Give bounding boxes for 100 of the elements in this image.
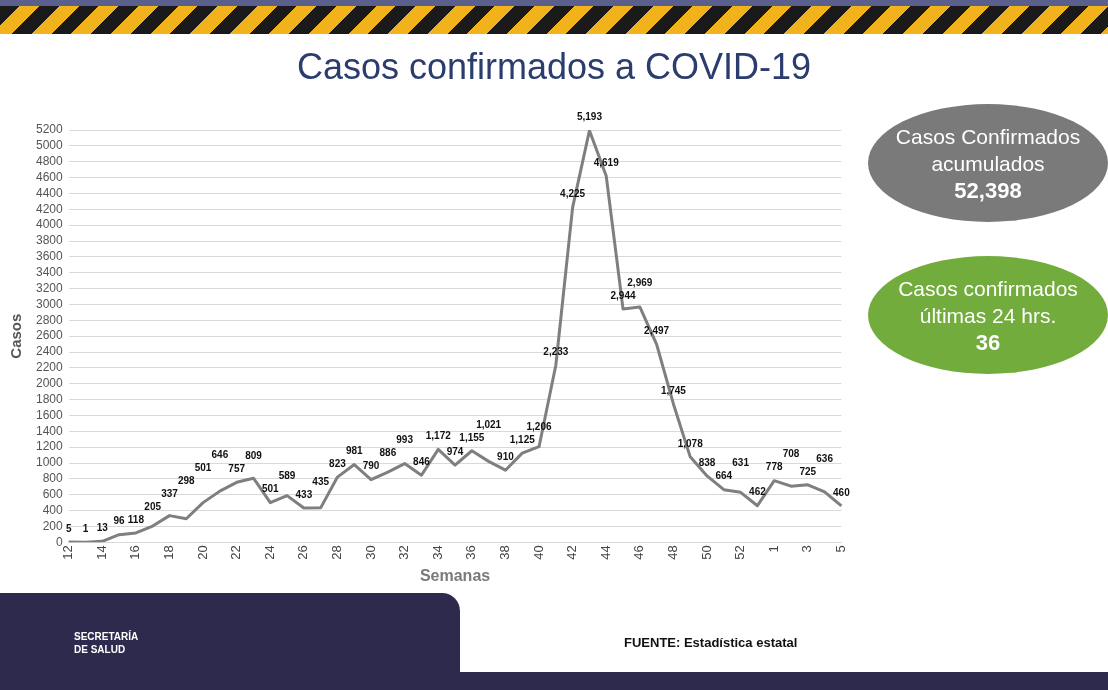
text: SECRETARÍA DE SALUD	[74, 630, 139, 656]
text: 337	[161, 487, 178, 499]
y-tick-label: 3400	[35, 265, 64, 280]
text: 2,944	[610, 289, 636, 301]
y-tick-label: 200	[42, 518, 64, 533]
text: 646	[211, 448, 229, 460]
x-tick-label: 34	[429, 545, 445, 560]
text: 631	[732, 457, 749, 469]
text: 435	[312, 475, 330, 487]
text: 790	[362, 460, 380, 472]
y-tick-label: 3600	[35, 249, 64, 264]
text: 433	[295, 488, 313, 500]
y-tick-label: 1600	[35, 407, 64, 422]
x-tick-label: 36	[463, 545, 479, 560]
text: 4,225	[560, 188, 586, 200]
y-tick-label: 3800	[35, 233, 64, 248]
x-tick-label: 52	[732, 545, 748, 560]
y-tick-label: 600	[42, 487, 64, 502]
y-tick-label: 1000	[35, 455, 64, 470]
text: 886	[379, 447, 397, 459]
text: 974	[446, 445, 464, 457]
x-tick-label: 3	[799, 545, 815, 553]
source-note: FUENTE: Estadística estatal	[624, 635, 798, 650]
y-tick-label: 4400	[35, 185, 64, 200]
x-tick-label: 5	[832, 545, 848, 553]
text: 993	[396, 434, 413, 446]
text: 910	[497, 450, 514, 462]
x-tick-label: 1	[765, 545, 781, 553]
text: 1	[82, 523, 89, 535]
text: 846	[413, 456, 430, 468]
y-tick-label: 800	[42, 471, 64, 486]
x-tick-label: 44	[597, 545, 613, 560]
text: 636	[816, 452, 833, 464]
oval-badge: Casos Confirmados acumulados 52,398	[868, 104, 1108, 222]
oval-badge: Casos confirmados últimas 24 hrs. 36	[868, 256, 1108, 374]
y-tick-label: 5200	[35, 122, 64, 137]
chart-title: Casos confirmados a COVID-19	[295, 46, 813, 88]
text: 838	[698, 456, 716, 468]
text: 823	[329, 457, 346, 469]
text: 1,206	[526, 420, 552, 432]
text: 2,497	[644, 325, 670, 337]
text: 205	[144, 500, 162, 512]
text: 1,155	[459, 431, 485, 443]
text: 664	[715, 470, 733, 482]
y-tick-label: 1400	[35, 423, 64, 438]
x-tick-label: 28	[329, 545, 345, 560]
x-tick-label: 30	[362, 545, 378, 560]
y-tick-label: 2400	[35, 344, 64, 359]
text: 13	[96, 522, 108, 534]
y-tick-label: 3000	[35, 296, 64, 311]
text: 809	[245, 450, 262, 462]
text: 778	[765, 461, 783, 473]
text: 981	[345, 445, 363, 457]
text: 708	[782, 448, 800, 460]
y-tick-label: 4200	[35, 201, 64, 216]
x-tick-label: 22	[228, 545, 244, 560]
y-tick-label: 4000	[35, 217, 64, 232]
y-tick-label: 2800	[35, 312, 64, 327]
y-tick-label: 4600	[35, 169, 64, 184]
x-tick-label: 50	[698, 545, 714, 560]
text: 725	[799, 465, 817, 477]
text: 5	[65, 522, 72, 534]
x-tick-label: 48	[665, 545, 680, 560]
text: 501	[194, 461, 212, 473]
text: 1,078	[677, 437, 703, 449]
text: 1,172	[425, 430, 451, 442]
text: 1,125	[509, 433, 535, 445]
text: 5,193	[576, 111, 602, 123]
text: 589	[278, 470, 296, 482]
x-tick-label: 14	[93, 545, 109, 560]
x-tick-label: 38	[497, 545, 513, 560]
x-tick-label: 26	[295, 545, 311, 560]
x-tick-label: 42	[564, 545, 580, 560]
text: 501	[261, 483, 279, 495]
x-tick-label: 40	[530, 545, 546, 560]
y-tick-label: 3200	[35, 280, 64, 295]
text: 298	[177, 474, 195, 486]
x-axis-title: Semanas	[419, 566, 491, 584]
text: 1,021	[476, 418, 502, 430]
y-tick-label: 400	[42, 502, 64, 517]
text: 460	[833, 486, 850, 498]
x-tick-label: 16	[127, 545, 143, 560]
y-tick-label: 1200	[35, 439, 64, 454]
x-tick-label: 18	[161, 545, 177, 560]
text: 4,619	[593, 156, 619, 168]
x-tick-label: 32	[396, 545, 412, 560]
y-axis-title: Casos	[7, 313, 25, 359]
x-tick-label: 20	[194, 545, 210, 560]
y-tick-label: 2000	[35, 376, 64, 391]
y-tick-label: 2200	[35, 360, 64, 375]
text: 462	[749, 486, 766, 498]
y-tick-label: 5000	[35, 138, 64, 153]
x-tick-label: 24	[261, 545, 277, 560]
y-tick-label: 1800	[35, 391, 64, 406]
text: 757	[228, 463, 246, 475]
text: 118	[127, 513, 144, 525]
text: 96	[113, 515, 125, 527]
x-tick-label: 46	[631, 545, 647, 560]
text: 2,969	[627, 276, 653, 288]
text: 2,233	[543, 346, 569, 358]
